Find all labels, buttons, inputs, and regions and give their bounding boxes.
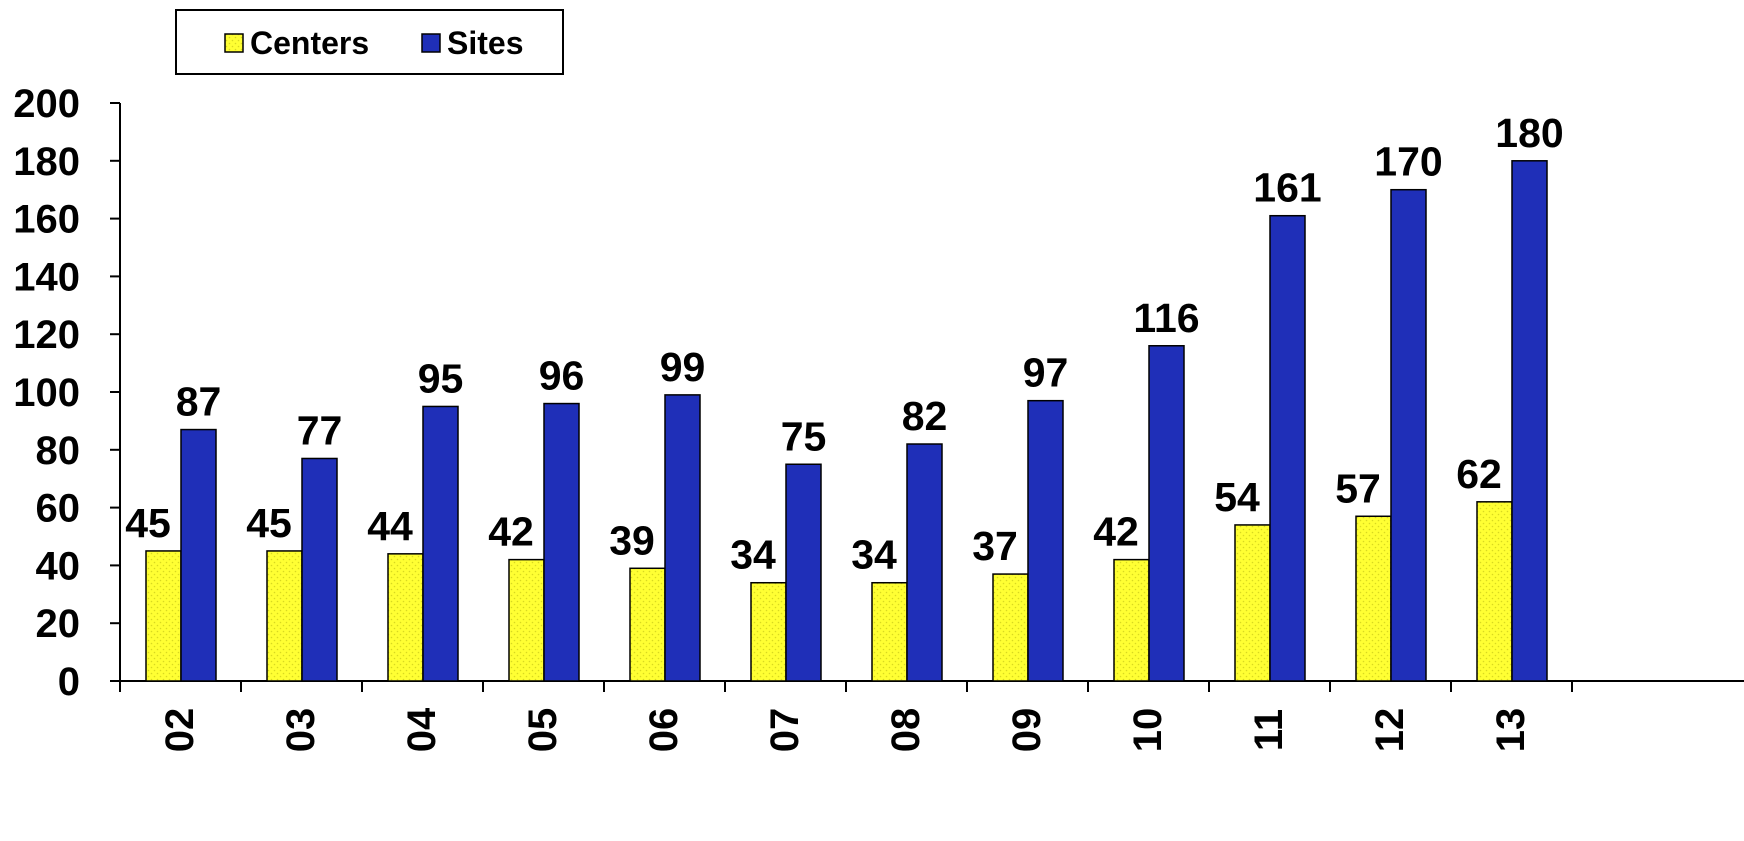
data-label-sites: 170: [1374, 139, 1442, 185]
x-tick-label: 04: [400, 707, 444, 752]
bar-centers: [508, 558, 545, 682]
y-tick-label: 80: [36, 429, 81, 473]
data-label-sites: 161: [1253, 165, 1321, 211]
y-tick-label: 0: [58, 660, 80, 704]
data-label-centers: 62: [1456, 451, 1502, 497]
x-tick-label: 02: [158, 708, 202, 753]
data-label-centers: 39: [609, 517, 655, 563]
bar-sites: [906, 443, 943, 682]
y-tick-label: 180: [13, 140, 80, 184]
chart-legend: Centers Sites: [175, 9, 564, 75]
bar-centers: [387, 553, 424, 682]
data-label-centers: 37: [972, 523, 1018, 569]
data-label-centers: 42: [488, 509, 534, 555]
data-labels-group: 45 87 45 77 44 95 42 96 39 99 34 75 34 82 37 97 42 116 54 1…: [125, 110, 1564, 578]
bar-centers: [992, 573, 1029, 682]
y-tick-label: 60: [36, 487, 81, 531]
bar-sites: [664, 394, 701, 682]
y-tick-label: 140: [13, 255, 80, 299]
data-label-sites: 82: [902, 393, 948, 439]
bar-centers: [629, 567, 666, 682]
bar-sites: [1390, 188, 1427, 682]
data-label-sites: 96: [539, 353, 585, 399]
data-label-sites: 77: [297, 407, 343, 453]
y-tick-label: 160: [13, 198, 80, 242]
y-tick-label: 20: [36, 602, 81, 646]
x-axis: 02 03 04 05 06 07 08 09 10 11 12 13: [119, 680, 1744, 753]
bar-sites: [1511, 160, 1548, 682]
data-label-centers: 42: [1093, 509, 1139, 555]
bar-sites: [301, 457, 338, 682]
bar-centers: [266, 550, 303, 682]
x-tick-label: 09: [1005, 708, 1049, 753]
x-tick-label: 10: [1126, 708, 1170, 753]
bar-centers: [750, 581, 787, 682]
legend-label-centers: Centers: [250, 25, 369, 61]
y-tick-label: 40: [36, 544, 81, 588]
bar-centers: [1476, 501, 1513, 682]
x-tick-label: 08: [884, 708, 928, 753]
data-label-sites: 116: [1133, 295, 1199, 341]
data-label-sites: 75: [781, 413, 827, 459]
data-label-sites: 87: [176, 379, 222, 425]
bar-sites: [785, 463, 822, 682]
x-tick-label: 05: [521, 708, 565, 753]
data-label-centers: 45: [246, 500, 292, 546]
x-tick-label: 11: [1247, 709, 1291, 751]
bar-sites: [1027, 399, 1064, 682]
y-axis: 0 20 40 60 80 100 120 140 160 180 200: [13, 82, 121, 704]
legend-swatch-sites: [421, 33, 441, 53]
x-tick-label: 03: [279, 708, 323, 753]
x-tick-label: 13: [1489, 708, 1533, 753]
x-tick-label: 06: [642, 708, 686, 753]
data-label-centers: 45: [125, 500, 171, 546]
data-label-centers: 57: [1335, 465, 1381, 511]
bar-sites: [543, 402, 580, 682]
bar-sites: [1269, 214, 1306, 682]
legend-label-sites: Sites: [447, 25, 523, 61]
bar-sites: [180, 428, 217, 682]
bar-sites: [1148, 345, 1185, 682]
bar-centers: [1234, 524, 1271, 682]
x-tick-label: 07: [763, 708, 807, 753]
data-label-centers: 34: [851, 532, 897, 578]
bar-centers: [871, 581, 908, 682]
y-tick-label: 120: [13, 313, 80, 357]
data-label-centers: 54: [1214, 474, 1260, 520]
bar-centers: [145, 550, 182, 682]
bars-group: [145, 160, 1548, 682]
data-label-sites: 180: [1495, 110, 1563, 156]
bar-centers: [1113, 558, 1150, 682]
bar-centers: [1355, 515, 1392, 682]
data-label-centers: 34: [730, 532, 776, 578]
x-tick-label: 12: [1368, 708, 1412, 753]
y-tick-label: 200: [13, 82, 80, 126]
legend-swatch-centers: [224, 33, 244, 53]
data-label-centers: 44: [367, 503, 413, 549]
bar-sites: [422, 405, 459, 682]
y-tick-label: 100: [13, 371, 80, 415]
data-label-sites: 97: [1023, 350, 1069, 396]
data-label-sites: 95: [418, 355, 464, 401]
data-label-sites: 99: [660, 344, 706, 390]
